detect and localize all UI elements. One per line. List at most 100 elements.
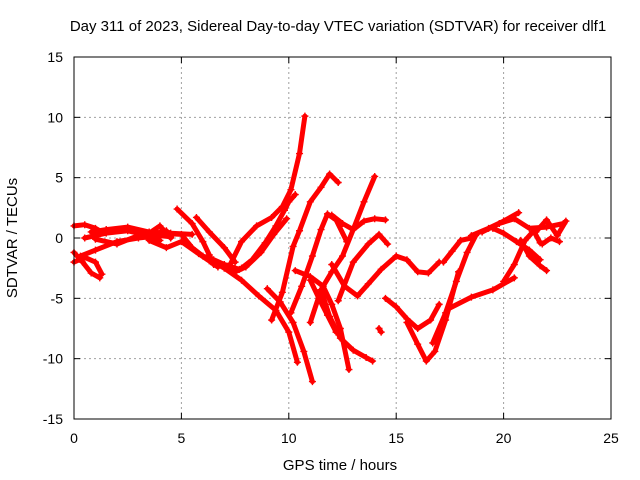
data-point [283, 215, 291, 223]
data-points [70, 112, 570, 386]
data-point [452, 277, 460, 285]
data-point [500, 229, 508, 237]
series-track [221, 265, 300, 365]
data-point [188, 230, 196, 238]
data-point [414, 325, 422, 332]
data-point [177, 230, 185, 238]
data-point [536, 262, 544, 270]
data-point [422, 357, 430, 365]
series-arc-32 [439, 234, 475, 266]
y-tick-label: -5 [51, 290, 64, 306]
x-tick-label: 5 [178, 430, 186, 446]
data-point [500, 277, 508, 285]
data-point [81, 221, 89, 229]
data-point [238, 276, 246, 284]
series-track [533, 217, 569, 239]
data-point [188, 244, 196, 252]
data-point [349, 226, 357, 234]
data-point [238, 264, 246, 272]
data-point [328, 261, 336, 269]
data-point [317, 286, 325, 294]
data-point [300, 347, 308, 355]
data-point [220, 264, 228, 272]
y-tick-label: 5 [55, 170, 63, 186]
data-point [268, 316, 276, 324]
data-point [495, 220, 503, 228]
data-point [145, 229, 153, 237]
data-point [525, 224, 533, 232]
data-point [510, 215, 518, 223]
axis-ticks: 0 5 10 15 20 25 -15 -10 -5 0 5 10 15 [43, 49, 619, 446]
series-track [307, 277, 339, 335]
data-point [362, 353, 370, 361]
data-point [467, 293, 475, 301]
data-point [98, 270, 106, 278]
series-arc-24 [291, 267, 353, 374]
data-point [364, 240, 372, 248]
data-point [360, 198, 368, 206]
data-point [334, 178, 342, 186]
data-point [205, 251, 213, 259]
data-point [354, 292, 362, 300]
data-point [156, 222, 164, 230]
data-point [364, 280, 372, 288]
y-axis-title: SDTVAR / TECUs [4, 178, 21, 298]
data-point [375, 325, 383, 332]
data-point [349, 258, 357, 266]
data-point [403, 256, 411, 264]
data-point [293, 358, 301, 366]
data-point [301, 112, 309, 120]
data-point [287, 186, 295, 194]
data-point [306, 198, 314, 206]
data-point [442, 309, 450, 317]
series-track [71, 254, 105, 277]
data-point [291, 191, 299, 199]
data-point [188, 220, 196, 228]
data-point [272, 222, 280, 230]
data-point [489, 286, 497, 294]
data-point [448, 247, 456, 255]
data-point [124, 224, 132, 232]
data-point [91, 258, 99, 266]
data-point [319, 282, 327, 290]
data-point [467, 232, 475, 240]
series-arc-21 [334, 230, 392, 305]
data-point [339, 252, 346, 260]
series-track [269, 171, 341, 323]
data-point [296, 150, 304, 158]
data-point [435, 300, 443, 308]
data-point [328, 300, 336, 308]
data-point [555, 238, 563, 246]
data-point [360, 217, 368, 225]
data-point [414, 340, 422, 348]
data-point [384, 240, 392, 248]
data-point [261, 239, 269, 247]
y-tick-label: 0 [55, 230, 63, 246]
x-axis-title: GPS time / hours [283, 457, 397, 474]
data-point [199, 252, 207, 260]
series-track [329, 253, 399, 299]
data-point [91, 246, 99, 254]
series-track [383, 295, 442, 331]
data-point [510, 261, 518, 269]
data-point [543, 216, 551, 224]
data-point [381, 216, 389, 224]
data-point [238, 238, 246, 246]
series-arc-22 [220, 264, 301, 366]
series-arc-40 [538, 234, 563, 248]
data-point [145, 236, 153, 244]
data-point [429, 339, 437, 347]
data-point [414, 268, 422, 276]
data-point [205, 228, 213, 236]
data-point [536, 256, 544, 264]
data-point [515, 209, 523, 217]
data-point [162, 244, 170, 252]
data-point [349, 346, 357, 354]
data-point [377, 265, 385, 273]
data-point [457, 236, 465, 244]
data-point [339, 220, 346, 228]
data-point [289, 318, 297, 326]
data-point [317, 183, 325, 191]
data-point [315, 294, 323, 302]
